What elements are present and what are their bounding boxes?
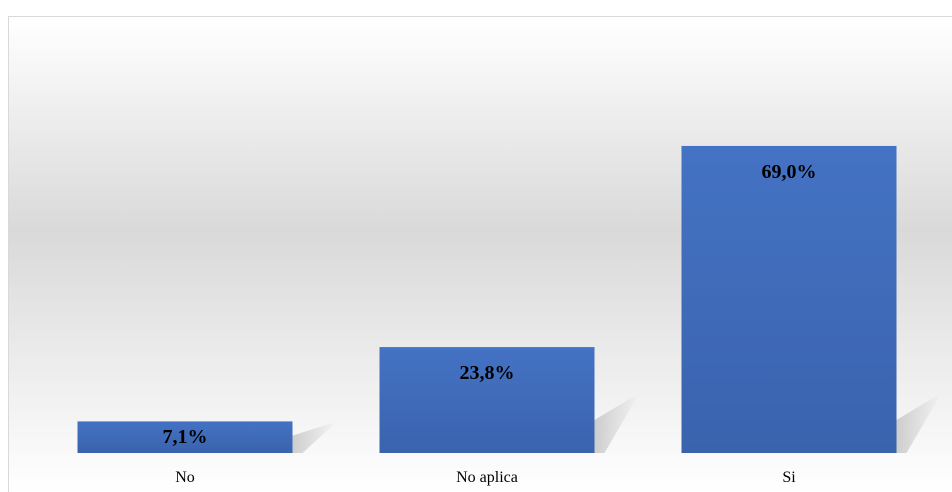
bars bbox=[77, 145, 897, 453]
bar-shadow-3 bbox=[896, 393, 942, 453]
x-tick-no-aplica: No aplica bbox=[456, 469, 518, 486]
data-label-si: 69,0% bbox=[762, 161, 817, 183]
bar-shadow-1 bbox=[292, 421, 338, 453]
x-tick-si: Si bbox=[782, 469, 796, 486]
bar-shadows bbox=[292, 393, 942, 453]
data-label-no-aplica: 23,8% bbox=[460, 362, 515, 384]
data-labels: 7,1% 23,8% 69,0% bbox=[163, 161, 817, 448]
bar-shadow-2 bbox=[594, 393, 640, 453]
chart-area: 7,1% 23,8% 69,0% No No aplica Si bbox=[8, 16, 952, 492]
bar-no bbox=[77, 421, 293, 453]
data-label-no: 7,1% bbox=[163, 426, 208, 448]
bar-si bbox=[681, 145, 897, 453]
bar-chart: 7,1% 23,8% 69,0% No No aplica Si bbox=[9, 17, 952, 492]
bar-no-aplica bbox=[379, 347, 595, 453]
x-tick-no: No bbox=[175, 469, 195, 486]
x-axis-tick-labels: No No aplica Si bbox=[175, 469, 796, 486]
